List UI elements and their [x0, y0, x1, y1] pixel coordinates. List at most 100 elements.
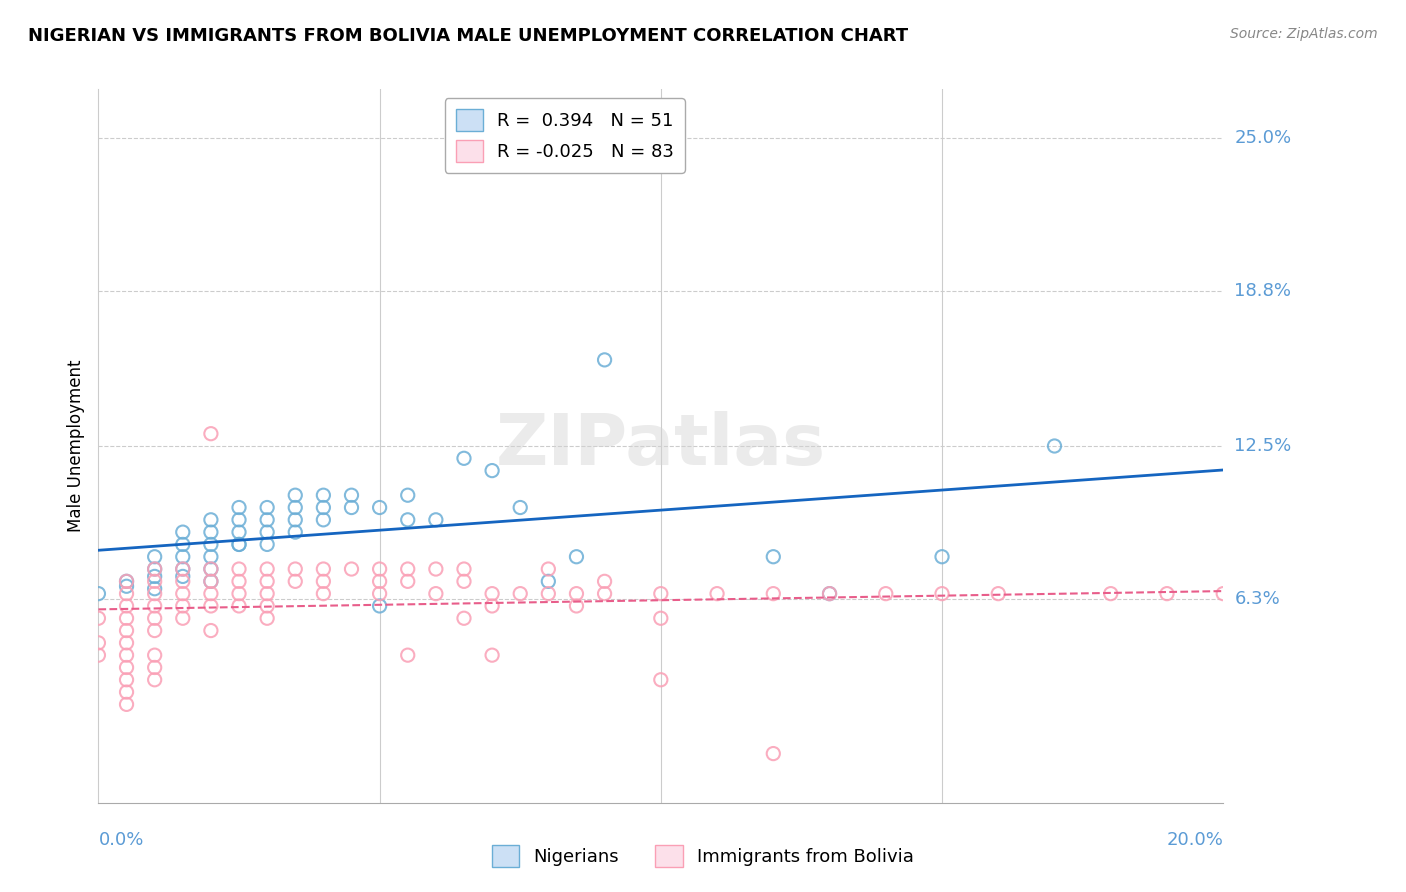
Point: [425, 562, 447, 576]
Point: [368, 599, 391, 613]
Point: [931, 549, 953, 564]
Point: [565, 599, 588, 613]
Point: [368, 587, 391, 601]
Point: [143, 587, 166, 601]
Point: [143, 562, 166, 576]
Point: [228, 587, 250, 601]
Point: [931, 587, 953, 601]
Point: [650, 673, 672, 687]
Point: [256, 599, 278, 613]
Point: [537, 587, 560, 601]
Point: [256, 537, 278, 551]
Point: [228, 599, 250, 613]
Point: [537, 574, 560, 589]
Point: [650, 587, 672, 601]
Point: [143, 582, 166, 596]
Point: [762, 587, 785, 601]
Point: [115, 599, 138, 613]
Text: 6.3%: 6.3%: [1234, 590, 1279, 607]
Point: [200, 525, 222, 540]
Point: [87, 636, 110, 650]
Point: [425, 513, 447, 527]
Point: [1156, 587, 1178, 601]
Point: [284, 513, 307, 527]
Legend: R =  0.394   N = 51, R = -0.025   N = 83: R = 0.394 N = 51, R = -0.025 N = 83: [444, 98, 685, 173]
Point: [284, 500, 307, 515]
Point: [256, 587, 278, 601]
Point: [172, 587, 194, 601]
Point: [87, 648, 110, 662]
Point: [481, 587, 503, 601]
Point: [87, 587, 110, 601]
Point: [256, 611, 278, 625]
Point: [143, 569, 166, 583]
Point: [115, 587, 138, 601]
Point: [509, 500, 531, 515]
Point: [172, 549, 194, 564]
Point: [284, 574, 307, 589]
Point: [256, 525, 278, 540]
Point: [172, 574, 194, 589]
Point: [228, 500, 250, 515]
Point: [172, 562, 194, 576]
Point: [115, 624, 138, 638]
Point: [115, 660, 138, 674]
Point: [340, 500, 363, 515]
Point: [115, 574, 138, 589]
Point: [172, 525, 194, 540]
Point: [200, 549, 222, 564]
Point: [115, 685, 138, 699]
Point: [228, 574, 250, 589]
Text: Source: ZipAtlas.com: Source: ZipAtlas.com: [1230, 27, 1378, 41]
Point: [115, 636, 138, 650]
Point: [312, 587, 335, 601]
Point: [396, 562, 419, 576]
Point: [115, 611, 138, 625]
Point: [172, 537, 194, 551]
Text: 12.5%: 12.5%: [1234, 437, 1292, 455]
Point: [143, 660, 166, 674]
Point: [143, 549, 166, 564]
Text: ZIPatlas: ZIPatlas: [496, 411, 825, 481]
Point: [818, 587, 841, 601]
Point: [340, 488, 363, 502]
Point: [706, 587, 728, 601]
Point: [172, 599, 194, 613]
Point: [509, 587, 531, 601]
Point: [200, 562, 222, 576]
Point: [453, 611, 475, 625]
Point: [200, 574, 222, 589]
Point: [200, 587, 222, 601]
Point: [200, 562, 222, 576]
Point: [396, 488, 419, 502]
Point: [1212, 587, 1234, 601]
Point: [172, 611, 194, 625]
Point: [143, 624, 166, 638]
Point: [875, 587, 897, 601]
Point: [284, 562, 307, 576]
Point: [818, 587, 841, 601]
Point: [87, 611, 110, 625]
Point: [200, 513, 222, 527]
Point: [481, 599, 503, 613]
Point: [565, 549, 588, 564]
Point: [1043, 439, 1066, 453]
Point: [650, 611, 672, 625]
Point: [368, 562, 391, 576]
Point: [762, 747, 785, 761]
Point: [987, 587, 1010, 601]
Point: [143, 611, 166, 625]
Point: [396, 513, 419, 527]
Y-axis label: Male Unemployment: Male Unemployment: [66, 359, 84, 533]
Text: 25.0%: 25.0%: [1234, 129, 1292, 147]
Point: [143, 562, 166, 576]
Point: [312, 500, 335, 515]
Point: [256, 500, 278, 515]
Point: [228, 562, 250, 576]
Point: [284, 488, 307, 502]
Point: [312, 562, 335, 576]
Point: [228, 537, 250, 551]
Point: [143, 599, 166, 613]
Point: [762, 549, 785, 564]
Point: [143, 673, 166, 687]
